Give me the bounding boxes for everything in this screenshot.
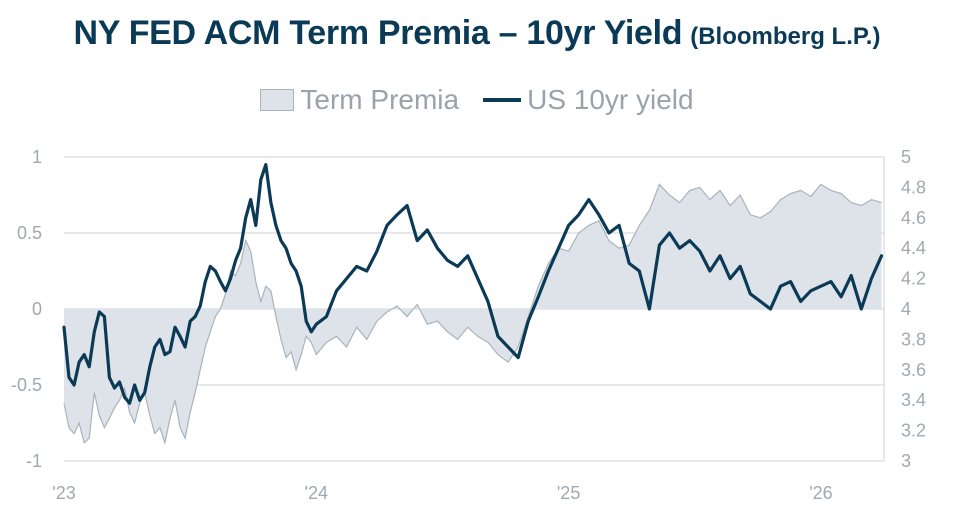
legend-swatch-term-premia — [260, 89, 295, 111]
left-tick-label: 0 — [32, 299, 42, 319]
x-tick-label: '25 — [557, 483, 580, 503]
left-tick-label: -0.5 — [11, 375, 42, 395]
right-tick-label: 4.4 — [901, 238, 926, 258]
legend: Term Premia US 10yr yield — [0, 84, 954, 116]
legend-item-us-10yr: US 10yr yield — [483, 84, 694, 116]
legend-swatch-us-10yr — [483, 98, 522, 102]
x-axis-ticks: '23 '24 '25 '26 — [52, 483, 832, 503]
right-tick-label: 4.2 — [901, 269, 926, 289]
x-tick-label: '26 — [809, 483, 832, 503]
right-tick-label: 4.8 — [901, 177, 926, 197]
right-tick-label: 4 — [901, 299, 911, 319]
left-tick-label: 0.5 — [17, 223, 42, 243]
chart-title: NY FED ACM Term Premia – 10yr Yield — [73, 14, 683, 52]
legend-label-us-10yr: US 10yr yield — [527, 84, 694, 115]
left-tick-label: -1 — [26, 451, 42, 471]
left-tick-label: 1 — [32, 147, 42, 167]
term-premia-layer — [63, 183, 882, 446]
right-tick-label: 3.2 — [901, 421, 926, 441]
term-premia-area — [64, 184, 882, 443]
left-axis-ticks: 1 0.5 0 -0.5 -1 — [11, 147, 42, 471]
legend-item-term-premia: Term Premia — [260, 84, 459, 116]
term-premia-edge — [63, 183, 882, 446]
right-tick-label: 3.6 — [901, 360, 926, 380]
x-tick-label: '23 — [52, 483, 75, 503]
us-10yr-yield-line — [62, 163, 884, 405]
right-tick-label: 3.4 — [901, 390, 926, 410]
right-tick-label: 3 — [901, 451, 911, 471]
chart-title-block: NY FED ACM Term Premia – 10yr Yield (Bloo… — [0, 14, 954, 53]
right-tick-label: 5 — [901, 147, 911, 167]
right-tick-label: 3.8 — [901, 329, 926, 349]
right-axis-ticks: 5 4.8 4.6 4.4 4.2 4 3.8 3.6 3.4 3.2 3 — [901, 147, 926, 471]
chart-subtitle: (Bloomberg L.P.) — [690, 23, 881, 50]
x-tick-label: '24 — [305, 483, 328, 503]
right-tick-label: 4.6 — [901, 208, 926, 228]
us-10yr-layer — [62, 163, 884, 405]
legend-label-term-premia: Term Premia — [300, 84, 460, 115]
